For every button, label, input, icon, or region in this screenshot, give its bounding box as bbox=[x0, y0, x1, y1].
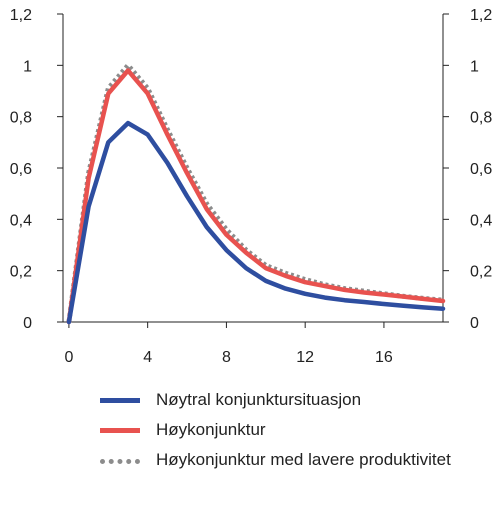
chart-legend: Nøytral konjunktursituasjon Høykonjunktu… bbox=[100, 388, 490, 478]
x-tick-label: 0 bbox=[64, 349, 73, 366]
legend-swatch-neutral bbox=[100, 398, 140, 403]
y-tick-label-left: 0,2 bbox=[10, 264, 32, 281]
legend-label-boom: Høykonjunktur bbox=[156, 420, 266, 439]
series-line-1 bbox=[66, 68, 446, 325]
y-tick-label-right: 0 bbox=[470, 315, 479, 332]
series-line-0 bbox=[66, 120, 446, 325]
legend-label-boom-low-productivity: Høykonjunktur med lavere produktivitet bbox=[156, 450, 451, 469]
x-tick-label: 8 bbox=[222, 349, 231, 366]
x-tick-label: 4 bbox=[143, 349, 152, 366]
legend-item-boom: Høykonjunktur bbox=[100, 418, 490, 442]
legend-swatch-boom-low-productivity bbox=[100, 459, 140, 464]
x-tick-label: 12 bbox=[296, 349, 314, 366]
y-tick-label-left: 0 bbox=[23, 315, 32, 332]
y-tick-label-right: 0,4 bbox=[470, 212, 492, 229]
chart-ticks: 0 0 0,2 0,2 0,4 0,4 0,6 0,6 0,8 0,8 1 1 1,2 1,2 0 4 8 12 1… bbox=[10, 7, 493, 366]
y-tick-label-right: 1,2 bbox=[470, 7, 492, 24]
chart-axes bbox=[62, 14, 444, 323]
y-tick-label-left: 0,4 bbox=[10, 212, 32, 229]
y-tick-label-left: 1,2 bbox=[10, 7, 32, 24]
x-tick-label: 16 bbox=[375, 349, 393, 366]
y-tick-label-right: 0,2 bbox=[470, 264, 492, 281]
chart-series bbox=[66, 61, 446, 325]
y-tick-label-right: 0,8 bbox=[470, 110, 492, 127]
legend-item-boom-low-productivity: Høykonjunktur med lavere produktivitet bbox=[100, 448, 490, 472]
series-line-2 bbox=[66, 61, 444, 323]
y-tick-label-right: 1 bbox=[470, 58, 479, 75]
y-tick-label-left: 1 bbox=[23, 58, 32, 75]
legend-item-neutral: Nøytral konjunktursituasjon bbox=[100, 388, 490, 412]
y-tick-label-right: 0,6 bbox=[470, 161, 492, 178]
legend-swatch-boom bbox=[100, 428, 140, 433]
legend-label-neutral: Nøytral konjunktursituasjon bbox=[156, 390, 362, 409]
y-tick-label-left: 0,8 bbox=[10, 110, 32, 127]
line-chart: 0 0 0,2 0,2 0,4 0,4 0,6 0,6 0,8 0,8 1 1 1,2 1,2 0 4 8 12 1… bbox=[10, 7, 493, 366]
y-tick-label-left: 0,6 bbox=[10, 161, 32, 178]
